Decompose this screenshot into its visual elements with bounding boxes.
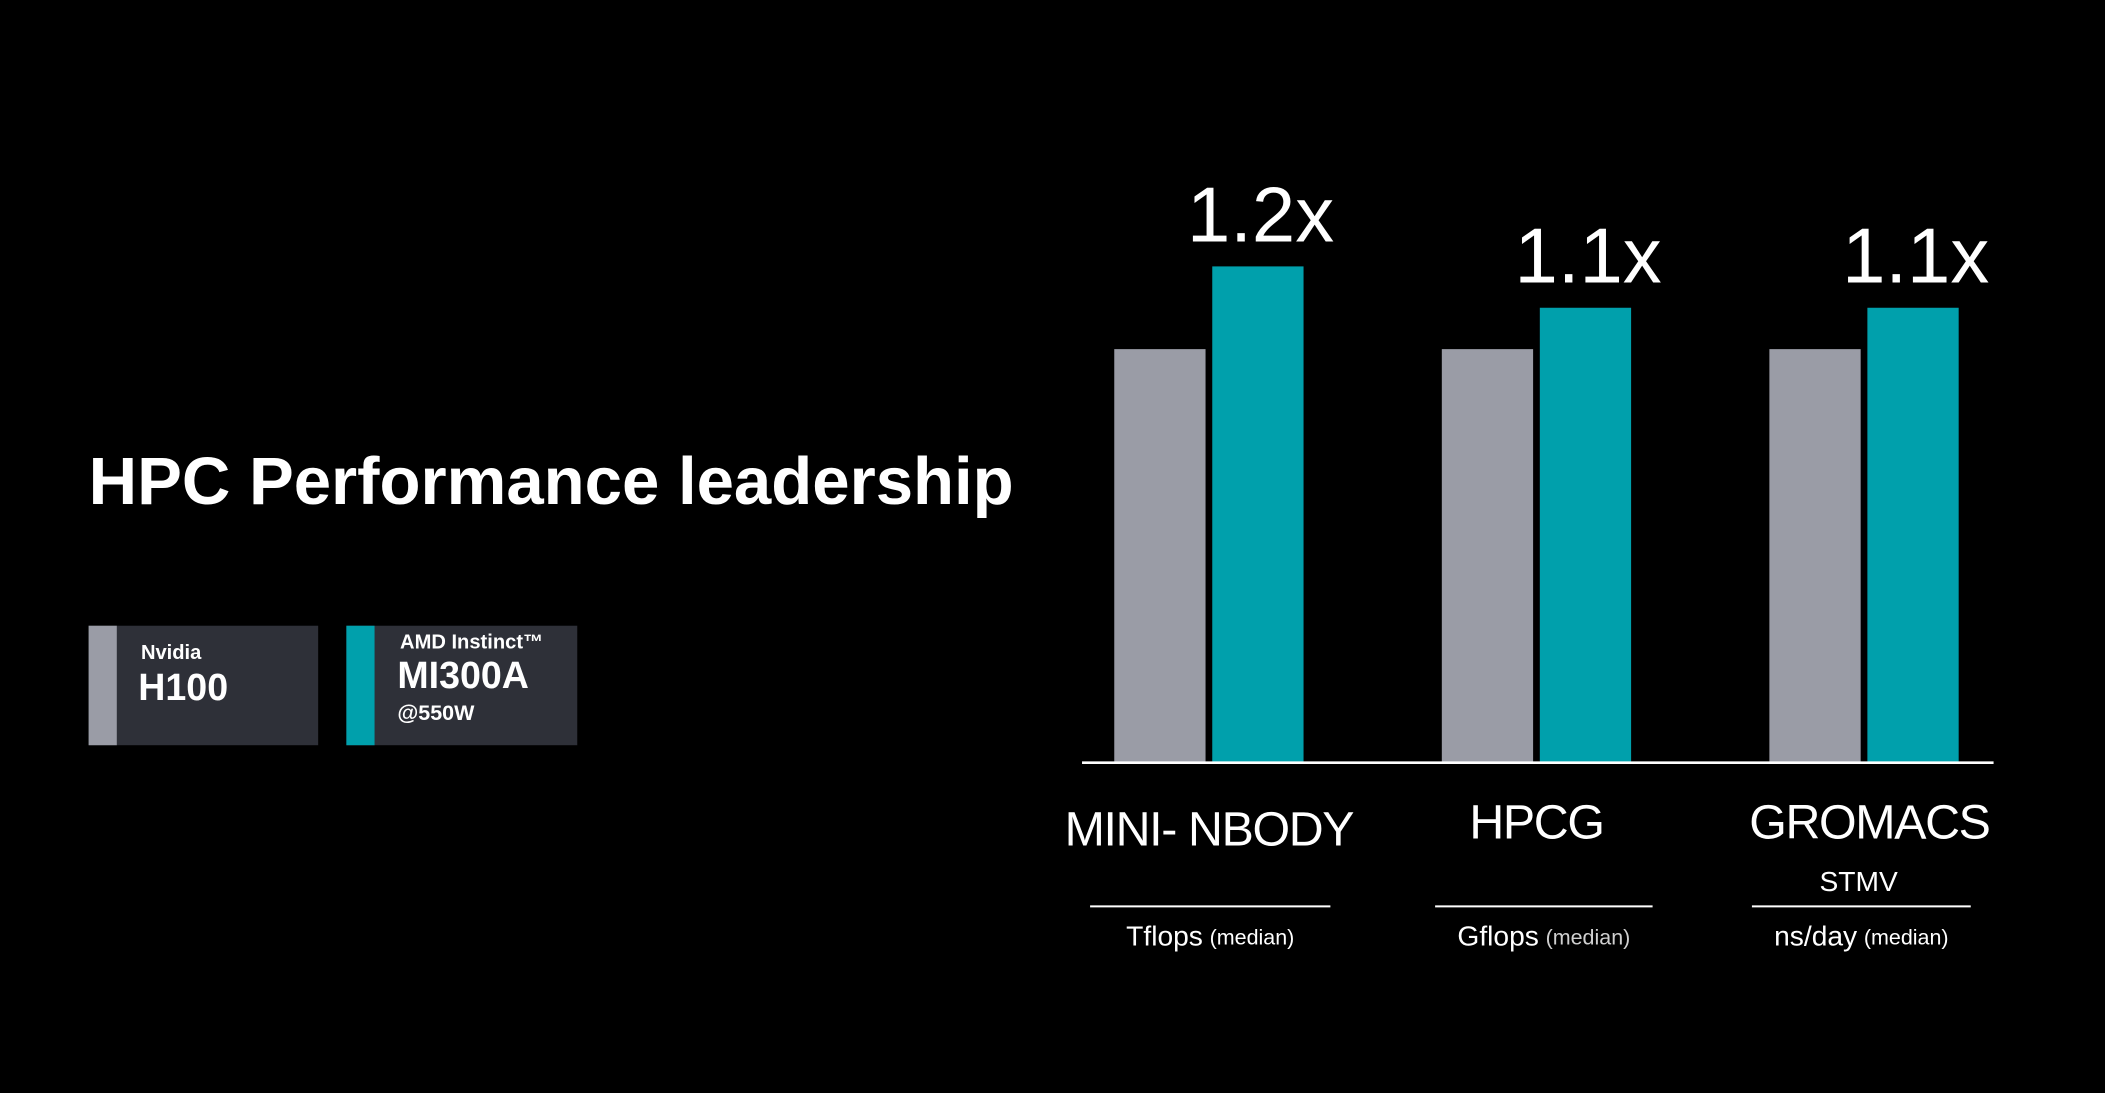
slide-title: HPC Performance leadership <box>89 444 1014 519</box>
unit-qualifier: (median) <box>1210 925 1295 949</box>
category-unit: ns/day (median) <box>1774 920 1948 952</box>
unit-text: Tflops <box>1126 920 1203 952</box>
value-label: 1.1x <box>1515 213 1662 300</box>
legend-brand: AMD Instinct™ <box>400 631 543 653</box>
category-label: MINI- NBODY <box>1065 802 1355 856</box>
bar <box>1539 307 1632 763</box>
bar <box>1867 307 1959 763</box>
unit-qualifier: (median) <box>1864 925 1949 949</box>
legend-swatch <box>88 625 117 746</box>
category-unit: Gflops (median) <box>1457 920 1630 952</box>
legend-swatch <box>346 625 375 746</box>
category-unit: Tflops (median) <box>1126 920 1294 952</box>
legend-note: @550W <box>397 701 475 725</box>
unit-text: Gflops <box>1457 920 1538 952</box>
unit-qualifier: (median) <box>1546 925 1631 949</box>
legend-name: H100 <box>138 666 228 708</box>
legend-box <box>88 625 319 746</box>
category-label: GROMACS <box>1749 796 1989 850</box>
legend-name: MI300A <box>397 654 529 696</box>
legend-box <box>346 625 578 746</box>
bar <box>1114 349 1206 763</box>
bar <box>1769 349 1861 763</box>
bar <box>1212 266 1304 763</box>
category-subtitle: STMV <box>1820 865 1898 897</box>
unit-text: ns/day <box>1774 920 1858 952</box>
value-label: 1.1x <box>1842 213 1989 300</box>
category-label: HPCG <box>1469 796 1603 850</box>
bar <box>1441 349 1534 763</box>
legend-brand: Nvidia <box>141 642 202 664</box>
value-label: 1.2x <box>1187 171 1334 258</box>
